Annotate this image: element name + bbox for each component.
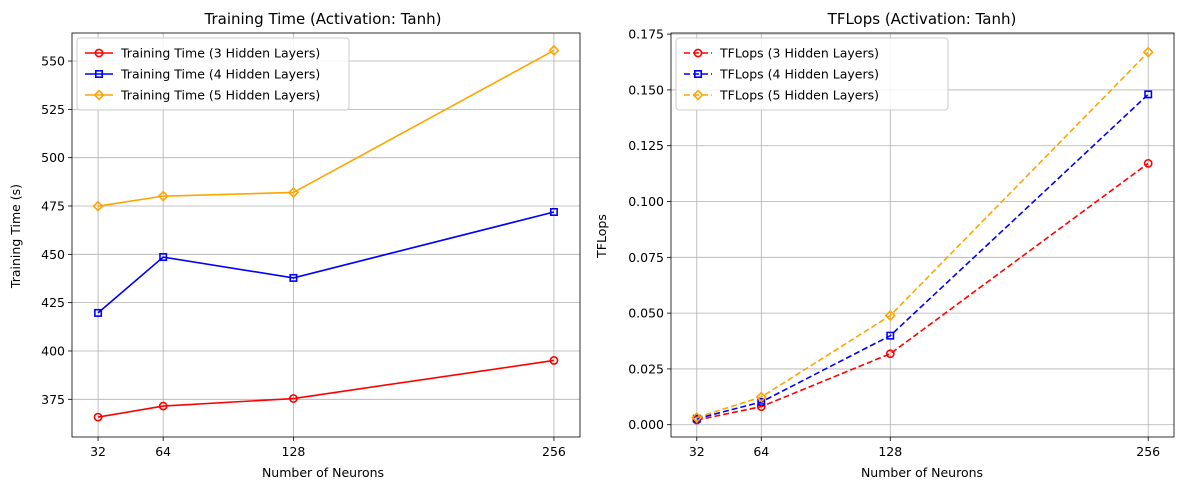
series-tflops-4-hidden-layers <box>692 90 1153 423</box>
marker-circle <box>549 356 559 365</box>
y-tick-label: 0.000 <box>628 417 664 432</box>
legend-entry: Training Time (3 Hidden Layers) <box>120 46 320 61</box>
y-tick-label: 400 <box>41 343 65 358</box>
legend-entry: TFLops (4 Hidden Layers) <box>719 67 879 82</box>
y-tick-label: 0.025 <box>628 361 664 376</box>
legend: Training Time (3 Hidden Layers) Training … <box>76 37 350 111</box>
marker-diamond <box>548 44 560 56</box>
legend-box <box>76 37 350 111</box>
y-tick-label: 425 <box>41 295 65 310</box>
marker-diamond <box>692 89 704 101</box>
training-time-chart: Training Time (Activation: Tanh) Number … <box>8 10 581 480</box>
y-tick-label: 0.100 <box>628 194 664 209</box>
x-tick-label: 64 <box>155 444 171 459</box>
marker-square <box>289 273 298 282</box>
y-tick-label: 500 <box>41 150 65 165</box>
marker-square <box>94 308 103 317</box>
marker-circle <box>1143 158 1153 168</box>
marker-circle <box>158 401 168 411</box>
marker-diamond <box>691 412 703 424</box>
marker-circle <box>885 349 895 359</box>
marker-circle <box>289 394 298 403</box>
series-line <box>97 359 555 418</box>
chart-title: TFLops (Activation: Tanh) <box>827 10 1017 28</box>
marker-diamond <box>884 310 896 322</box>
x-tick-label: 32 <box>689 444 705 459</box>
marker-diamond <box>755 391 767 403</box>
series-line <box>97 49 555 207</box>
legend-entry: TFLops (5 Hidden Layers) <box>719 88 879 103</box>
legend: TFLops (3 Hidden Layers) TFLops (4 Hidden… <box>675 37 949 111</box>
marker-circle <box>693 48 703 58</box>
x-tick-label: 128 <box>878 444 902 459</box>
marker-circle <box>93 412 103 422</box>
series-tflops-5-hidden-layers <box>691 46 1154 424</box>
y-tick-label: 0.075 <box>628 250 664 265</box>
y-tick-label: 550 <box>41 54 65 69</box>
marker-square <box>549 207 558 216</box>
marker-square <box>95 70 104 79</box>
x-axis-label: Number of Neurons <box>861 465 983 480</box>
legend-entry: Training Time (4 Hidden Layers) <box>120 67 320 82</box>
marker-square <box>886 331 895 340</box>
y-tick-label: 450 <box>41 247 65 262</box>
marker-square <box>693 70 702 79</box>
y-axis-label: Training Time (s) <box>8 184 23 289</box>
marker-circle <box>756 402 766 412</box>
marker-square <box>1144 90 1153 99</box>
y-tick-label: 475 <box>41 199 65 214</box>
y-tick-label: 0.125 <box>628 138 664 153</box>
x-tick-label: 32 <box>90 444 106 459</box>
legend-box <box>675 37 949 111</box>
plot-frame <box>71 32 581 438</box>
marker-circle <box>94 48 104 58</box>
plot-frame <box>670 32 1175 438</box>
series-line <box>97 211 555 314</box>
tflops-chart: TFLops (Activation: Tanh) Number of Neur… <box>594 10 1175 480</box>
y-axis-label: TFLops <box>594 214 609 259</box>
marker-square <box>757 397 766 406</box>
legend-entry: Training Time (5 Hidden Layers) <box>120 88 320 103</box>
series-training-time-5-hidden-layers <box>92 44 560 212</box>
x-tick-label: 256 <box>1136 444 1160 459</box>
marker-diamond <box>92 200 104 212</box>
series-training-time-4-hidden-layers <box>94 207 558 317</box>
y-tick-label: 0.150 <box>628 82 664 97</box>
marker-diamond <box>157 190 169 202</box>
y-tick-label: 375 <box>41 392 65 407</box>
series-line <box>696 162 1149 421</box>
x-tick-label: 256 <box>542 444 566 459</box>
grid-lines <box>671 33 1174 437</box>
marker-square <box>159 253 168 262</box>
x-tick-label: 128 <box>282 444 306 459</box>
marker-diamond <box>93 89 105 101</box>
axis-ticks: 32 64 128 256 375 400 425 450 475 500 525 550 <box>41 54 566 459</box>
series-training-time-3-hidden-layers <box>93 356 559 422</box>
y-tick-label: 0.175 <box>628 27 664 42</box>
marker-diamond <box>287 186 299 199</box>
y-tick-label: 525 <box>41 102 65 117</box>
series-tflops-3-hidden-layers <box>692 158 1153 425</box>
legend-entry: TFLops (3 Hidden Layers) <box>719 46 879 61</box>
x-tick-label: 64 <box>753 444 769 459</box>
axis-ticks: 32 64 128 256 0.000 0.025 0.050 0.075 0.100 0.125… <box>628 27 1160 459</box>
x-axis-label: Number of Neurons <box>262 465 384 480</box>
chart-title: Training Time (Activation: Tanh) <box>204 10 442 28</box>
marker-diamond <box>1142 46 1154 58</box>
y-tick-label: 0.050 <box>628 306 664 321</box>
series-line <box>696 93 1149 420</box>
